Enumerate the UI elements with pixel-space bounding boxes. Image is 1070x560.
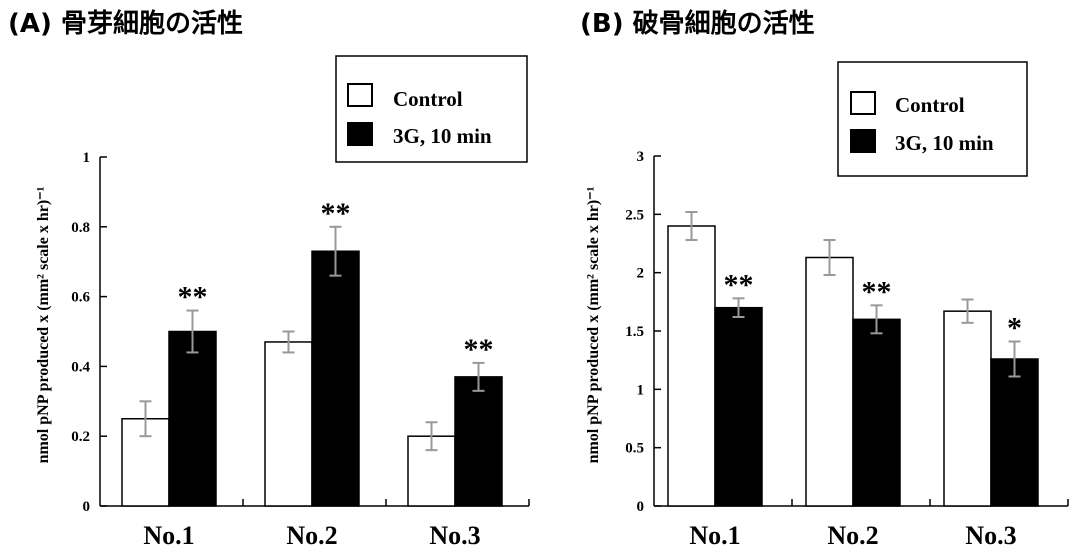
y-tick-label: 0.2: [71, 429, 90, 445]
error-bar: [472, 361, 485, 392]
significance-marker: **: [464, 333, 494, 366]
panel-a-plot: 0 0.2 0.4 0.6 0.8 1 ** No.1 ** No.2 ** No.3: [71, 150, 530, 550]
y-tick-label: 0.4: [71, 359, 90, 375]
y-tick-label: 1: [637, 382, 645, 398]
legend-label-treatment: 3G, 10 min: [393, 124, 492, 148]
legend-swatch-treatment: [347, 122, 373, 146]
bar-treatment: [852, 318, 901, 507]
x-category-label: No.3: [965, 521, 1016, 550]
y-tick-label: 2.5: [625, 207, 644, 223]
error-bar: [961, 298, 974, 324]
panel-a: (A) 骨芽細胞の活性 nmol pNP produced x (mm² sca…: [8, 8, 530, 550]
significance-marker: **: [321, 197, 351, 230]
y-tick-label: 0.6: [71, 290, 90, 306]
significance-marker: **: [178, 281, 208, 314]
legend-label-treatment: 3G, 10 min: [895, 131, 994, 155]
x-category-label: No.2: [827, 521, 878, 550]
y-tick-label: 2: [637, 266, 645, 282]
bar-control: [943, 310, 992, 507]
error-bar: [823, 239, 836, 276]
legend-swatch-treatment: [850, 129, 876, 153]
bar-treatment: [990, 358, 1039, 507]
y-tick-label: 3: [637, 149, 645, 165]
panel-b-plot: 0 0.5 1 1.5 2 2.5 3 ** No.1 ** No.2 * No.3: [625, 149, 1069, 550]
x-category-label: No.2: [286, 521, 337, 550]
significance-marker: **: [862, 275, 892, 308]
bar-control: [264, 341, 313, 507]
y-tick-label: 1.5: [625, 324, 644, 340]
error-bar: [1008, 340, 1021, 378]
panel-a-y-axis-label: nmol pNP produced x (mm² scale x hr)⁻¹: [35, 186, 52, 463]
significance-marker: **: [724, 268, 754, 301]
legend-swatch-control: [347, 83, 373, 107]
panel-a-title: (A) 骨芽細胞の活性: [8, 8, 243, 39]
error-bar: [186, 309, 199, 354]
x-category-label: No.1: [689, 521, 740, 550]
error-bar: [870, 304, 883, 335]
y-tick-label: 0: [637, 499, 645, 515]
legend-swatch-control: [850, 91, 876, 115]
error-bar: [732, 297, 745, 318]
x-category-label: No.3: [429, 521, 480, 550]
significance-marker: *: [1007, 312, 1022, 345]
error-bar: [425, 421, 438, 452]
legend-box: [837, 61, 1028, 177]
bar-treatment: [311, 250, 360, 507]
bar-control: [805, 256, 854, 507]
error-bar: [685, 211, 698, 241]
panel-b-title: (B) 破骨細胞の活性: [580, 8, 815, 39]
y-tick-label: 0: [83, 499, 91, 515]
y-tick-label: 0.5: [625, 441, 644, 457]
panel-b-legend: Control 3G, 10 min: [837, 61, 1028, 177]
bar-control: [667, 225, 716, 507]
panel-b: (B) 破骨細胞の活性 nmol pNP produced x (mm² sca…: [580, 8, 1069, 550]
bar-treatment: [454, 376, 503, 507]
error-bar: [139, 400, 152, 438]
panel-a-legend: Control 3G, 10 min: [335, 55, 528, 163]
legend-label-control: Control: [393, 87, 463, 111]
bar-treatment: [714, 306, 763, 507]
y-tick-label: 0.8: [71, 220, 90, 236]
error-bar: [329, 225, 342, 277]
error-bar: [282, 330, 295, 354]
x-category-label: No.1: [143, 521, 194, 550]
panel-b-y-axis-label: nmol pNP produced x (mm² scale x hr)⁻¹: [585, 186, 602, 463]
bar-treatment: [168, 330, 217, 507]
y-tick-label: 1: [83, 150, 91, 166]
legend-label-control: Control: [895, 93, 965, 117]
